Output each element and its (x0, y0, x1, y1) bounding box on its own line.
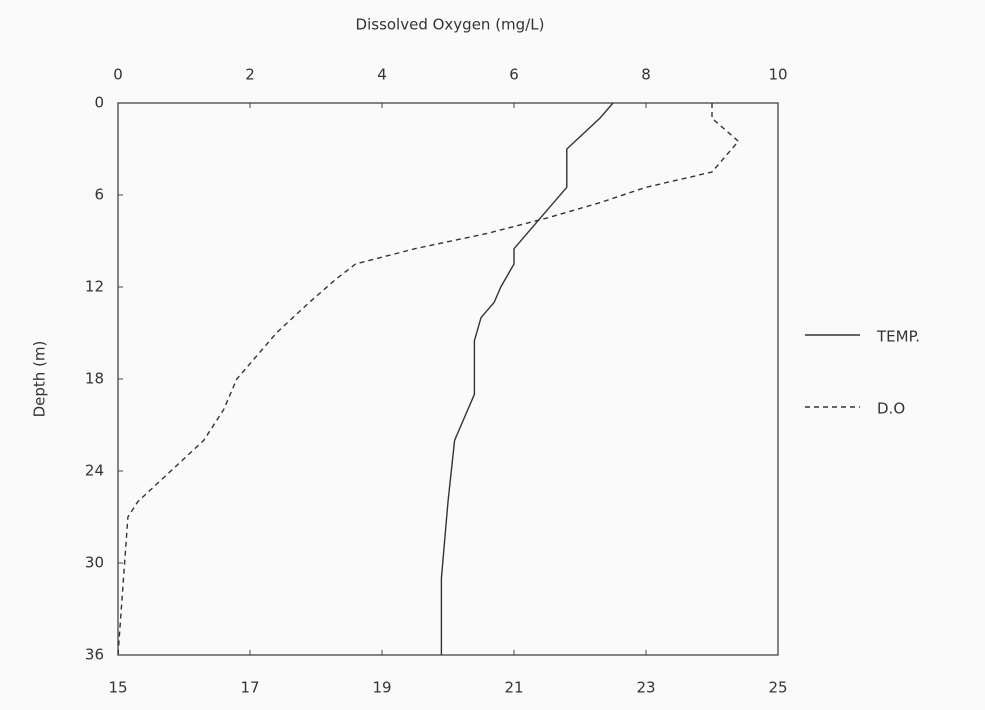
x2-tick-label: 2 (245, 66, 255, 84)
y-tick-label: 12 (85, 278, 104, 296)
x-tick-label: 17 (240, 679, 259, 697)
plot-frame (117, 102, 779, 656)
x2-tick-label: 10 (768, 66, 787, 84)
y-tick-label: 0 (94, 94, 104, 112)
y-tick-label: 24 (85, 462, 104, 480)
y-tick-label: 18 (85, 370, 104, 388)
legend-label: D.O (877, 400, 905, 418)
data-line (117, 103, 740, 656)
x2-tick-label: 8 (641, 66, 651, 84)
x2-tick-label: 4 (377, 66, 387, 84)
data-line (440, 102, 614, 655)
x-tick-label: 23 (636, 679, 655, 697)
x2-tick-label: 0 (113, 66, 123, 84)
y-axis-label: Depth (m) (31, 341, 49, 418)
y-tick-label: 36 (85, 646, 104, 664)
x-tick-label: 21 (504, 679, 523, 697)
y-tick-label: 30 (85, 554, 104, 572)
y-tick-label: 6 (94, 186, 104, 204)
x-tick-label: 25 (768, 679, 787, 697)
x2-axis-label: Dissolved Oxygen (mg/L) (356, 16, 545, 34)
x-tick-label: 19 (372, 679, 391, 697)
x-tick-label: 15 (108, 679, 127, 697)
legend-label: TEMP. (876, 328, 920, 346)
x2-tick-label: 6 (509, 66, 519, 84)
